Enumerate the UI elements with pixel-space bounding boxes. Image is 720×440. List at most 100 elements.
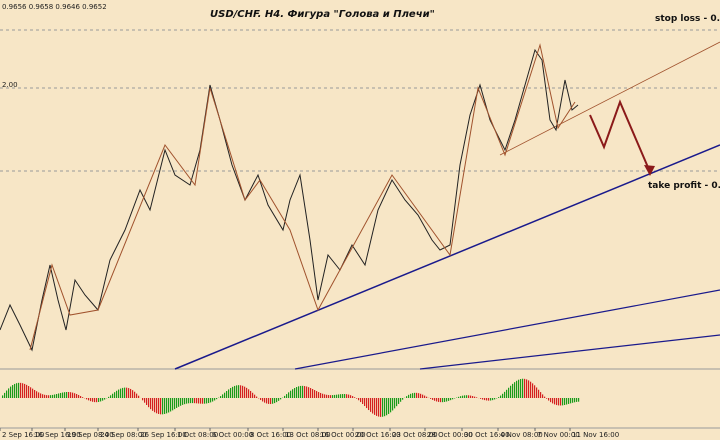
oscillator-bar [390,398,392,413]
oscillator-bar [230,388,232,398]
oscillator-bar [538,389,540,398]
oscillator-bar [182,398,184,405]
oscillator-bar [246,387,248,398]
oscillator-bar [402,398,404,400]
oscillator-bar [34,389,36,398]
oscillator-bar [322,393,324,398]
oscillator-bar [46,395,48,398]
x-tick-label: 23 Oct 08:00 [392,431,438,439]
oscillator-bar [436,398,438,402]
oscillator-bar [372,398,374,414]
trend-line [419,334,720,370]
oscillator-bar [240,385,242,398]
oscillator-bar [50,395,52,398]
x-tick-label: 6 Oct 00:00 [212,431,253,439]
zigzag [29,43,576,351]
oscillator-bar [482,398,484,400]
oscillator-bar [128,388,130,398]
oscillator-bar [350,395,352,398]
oscillator-bar [554,398,556,405]
x-tick-label: 13 Oct 08:00 [285,431,331,439]
oscillator-bar [430,398,432,399]
oscillator-bar [176,398,178,408]
oscillator-bar [344,394,346,398]
oscillator-bar [526,379,528,398]
oscillator-bar [186,398,188,404]
oscillator-bar [90,398,92,402]
oscillator-bar [136,393,138,398]
oscillator-bar [494,398,496,400]
oscillator-bar [304,386,306,398]
oscillator-bar [532,383,534,398]
oscillator-bar [424,395,426,398]
oscillator-bar [18,382,20,398]
oscillator-bar [220,396,222,398]
oscillator-bar [316,391,318,398]
oscillator-bar [296,387,298,398]
oscillator-bar [24,383,26,398]
oscillator-bar [114,392,116,398]
oscillator-bar [508,387,510,398]
oscillator-bar [198,398,200,404]
oscillator-bar [486,398,488,401]
oscillator-bar [446,398,448,402]
x-tick-label: 20 Oct 16:00 [355,431,401,439]
oscillator-bar [360,398,362,403]
oscillator-bar [200,398,202,404]
oscillator-bar [266,398,268,404]
oscillator-bar [270,398,272,405]
oscillator-bar [518,379,520,398]
oscillator-bar [48,395,50,398]
oscillator-bar [394,398,396,409]
oscillator-bar [120,388,122,398]
oscillator-bar [568,398,570,404]
oscillator-bar [338,394,340,398]
oscillator-bar [408,394,410,398]
oscillator-bar [26,384,28,398]
oscillator-bar [88,398,90,401]
oscillator-bar [210,398,212,403]
oscillator-bar [244,386,246,398]
oscillator-bar [54,394,56,398]
oscillator-bar [110,395,112,398]
oscillator-bar [574,398,576,403]
oscillator-bar [302,385,304,398]
oscillator-bar [28,386,30,398]
oscillator-bar [40,393,42,398]
quote-header: 0.9656 0.9658 0.9646 0.9652 [2,3,107,11]
oscillator-bar [168,398,170,413]
oscillator-bar [522,378,524,398]
oscillator-bar [472,396,474,398]
oscillator-bar [174,398,176,410]
oscillator-bar [212,398,214,402]
oscillator-bar [312,389,314,398]
oscillator-bar [544,396,546,398]
oscillator-bar [560,398,562,406]
oscillator-bar [58,393,60,398]
oscillator-bar [540,392,542,398]
oscillator-bar [558,398,560,406]
oscillator-bar [130,388,132,398]
oscillator-bar [426,396,428,398]
oscillator-bar [450,398,452,401]
oscillator-bar [216,398,218,400]
oscillator-bar [80,396,82,398]
oscillator-bar [252,392,254,398]
oscillator-bar [160,398,162,415]
oscillator-bar [278,398,280,401]
oscillator-bar [410,393,412,398]
oscillator-bar [378,398,380,417]
oscillator-bar [6,390,8,398]
oscillator-bar [288,392,290,398]
oscillator-bar [346,394,348,398]
oscillator-bar [418,393,420,398]
oscillator-bar [414,392,416,398]
oscillator-bar [566,398,568,405]
oscillator-bar [250,390,252,398]
x-tick-label: 19 Sep 08:00 [67,431,114,439]
oscillator-bar [512,383,514,398]
oscillator-bar [86,398,88,400]
oscillator-bar [466,395,468,398]
